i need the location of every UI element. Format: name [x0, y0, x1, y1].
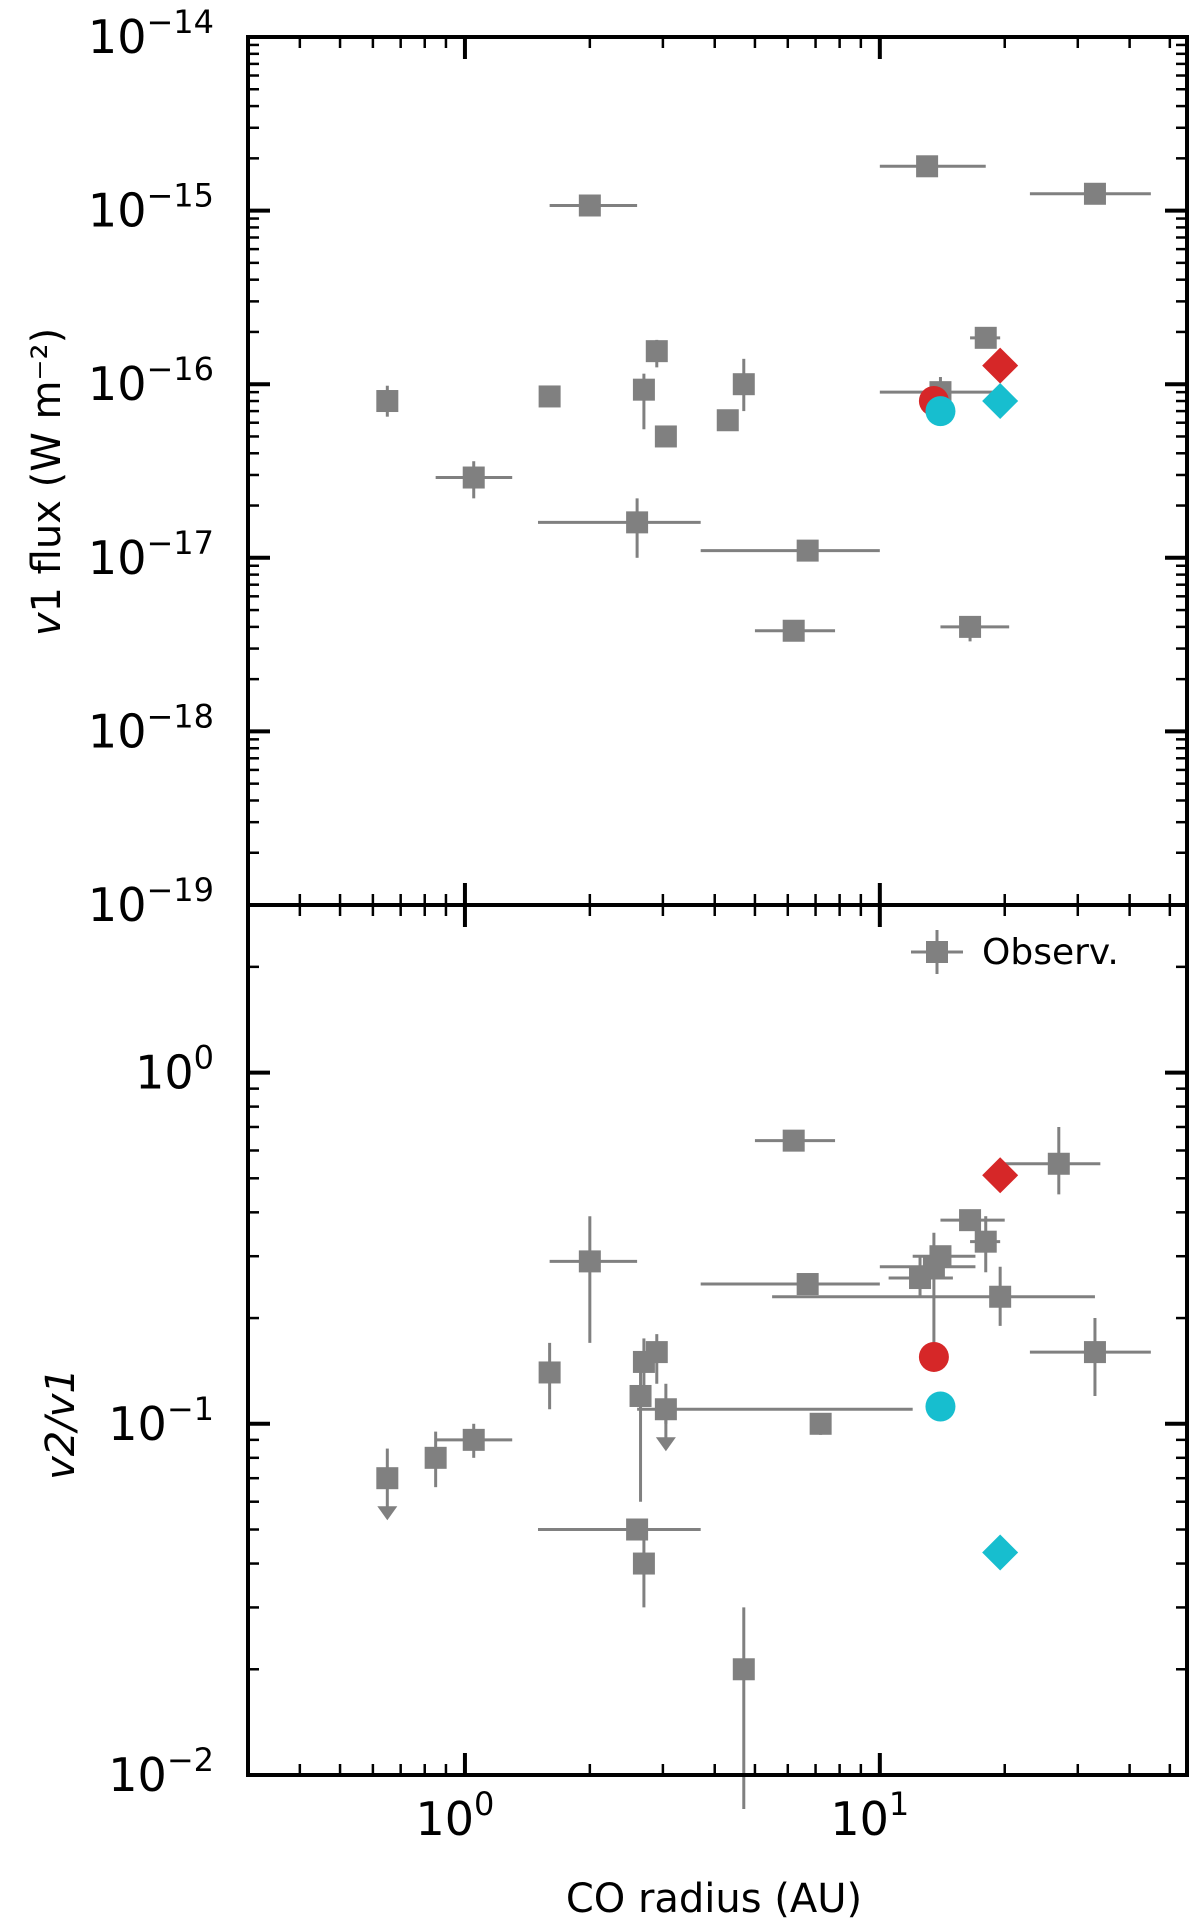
bottom-y-tick-label: 10−1 [108, 1390, 214, 1451]
top-observ-point [782, 619, 805, 642]
top-y-axis-label: v1 flux (W m⁻²) [24, 328, 70, 636]
top-observ-point [796, 539, 819, 562]
bottom-observ-point [929, 1245, 952, 1268]
bottom-observ-point [796, 1273, 819, 1296]
bottom-observ-point [462, 1428, 485, 1451]
bottom-cyan-circle-point [925, 1391, 956, 1422]
legend-marker-observ [911, 930, 963, 974]
bottom-observ-point [654, 1398, 677, 1421]
bottom-y-axis-label: v2/v1 [38, 1368, 84, 1480]
top-observ-point [959, 615, 982, 638]
top-observ-point [578, 194, 601, 217]
top-data [376, 155, 1151, 642]
top-observ-point [732, 373, 755, 396]
bottom-observ-point [645, 1341, 668, 1364]
bottom-panel: 10−2 10−1 100 100 101 [108, 903, 1189, 1846]
bottom-observ-point [1047, 1152, 1070, 1175]
bottom-observ-point [538, 1361, 561, 1384]
x-axis-label: CO radius (AU) [566, 1876, 862, 1922]
top-observ-point [1083, 182, 1106, 205]
top-observ-point [645, 340, 668, 363]
bottom-observ-point [1083, 1341, 1106, 1364]
top-panel: 10−19 10−18 10−17 10−16 10−15 10−14 [88, 3, 1189, 932]
bottom-x-tick-label: 100 [415, 1785, 494, 1846]
top-observ-point [632, 378, 655, 401]
top-y-tick-label: 10−18 [88, 697, 214, 758]
top-y-tick-label: 10−19 [88, 871, 214, 932]
bottom-red-circle-point [918, 1341, 949, 1372]
top-observ-point [626, 511, 649, 534]
bottom-red-diamond-point [982, 1157, 1019, 1194]
bottom-cyan-diamond-point [982, 1534, 1019, 1571]
top-axes-frame [246, 35, 1189, 907]
bottom-y-tick-label: 10−2 [108, 1741, 214, 1802]
top-cyan-diamond-point [982, 383, 1019, 420]
bottom-upper-limit-arrowhead [655, 1437, 676, 1452]
bottom-observ-point [782, 1129, 805, 1152]
bottom-data [376, 1126, 1151, 1810]
top-observ-point [462, 466, 485, 489]
top-observ-point [654, 425, 677, 448]
bottom-observ-point [959, 1209, 982, 1232]
bottom-observ-point [629, 1384, 652, 1407]
top-observ-point [376, 390, 399, 413]
top-y-tick-label: 10−17 [88, 524, 214, 585]
legend: Observ. [911, 930, 1119, 974]
bottom-x-tick-label: 101 [830, 1785, 909, 1846]
top-y-tick-label: 10−14 [88, 3, 214, 64]
bottom-observ-point [732, 1658, 755, 1681]
top-observ-point [538, 385, 561, 408]
top-observ-point [716, 409, 739, 432]
top-cyan-circle-point [925, 396, 956, 427]
top-observ-point [916, 155, 939, 178]
bottom-observ-point [376, 1467, 399, 1490]
top-y-tick-label: 10−15 [88, 177, 214, 238]
top-y-axis-label-text: 1 flux (W m⁻²) [24, 328, 70, 613]
top-ticks [246, 35, 1187, 907]
bottom-upper-limit-arrowhead [377, 1506, 398, 1521]
bottom-ticks [246, 903, 1187, 1777]
top-observ-point [974, 326, 997, 349]
legend-square [926, 941, 948, 963]
legend-label-observ: Observ. [982, 932, 1119, 973]
bottom-y-tick-label: 100 [135, 1039, 214, 1100]
bottom-observ-point [578, 1250, 601, 1273]
bottom-observ-point [974, 1230, 997, 1253]
bottom-observ-point [809, 1412, 832, 1435]
bottom-observ-point [424, 1446, 447, 1469]
bottom-axes-frame [246, 903, 1189, 1777]
top-red-diamond-point [982, 347, 1019, 384]
bottom-observ-point [632, 1552, 655, 1575]
bottom-observ-point [989, 1285, 1012, 1308]
top-y-tick-label: 10−16 [88, 350, 214, 411]
